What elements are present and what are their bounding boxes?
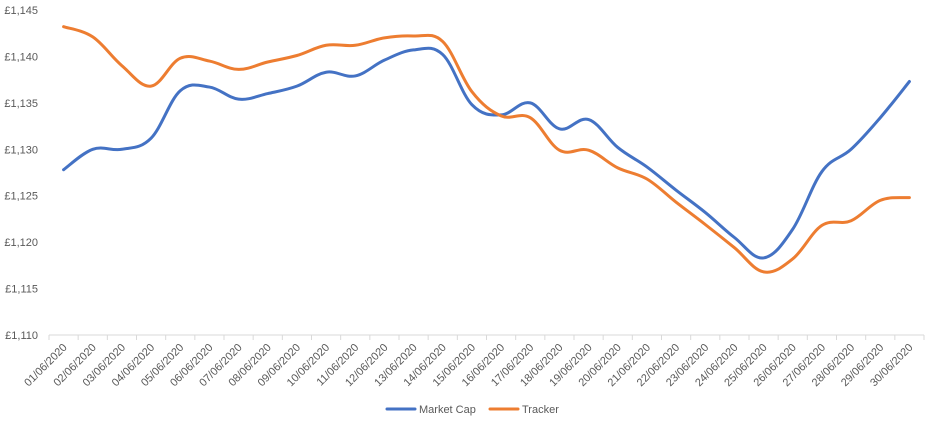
y-tick-label: £1,110 (5, 330, 38, 342)
legend-label: Tracker (522, 404, 559, 416)
x-axis-ticks (48, 335, 925, 340)
y-tick-label: £1,130 (4, 144, 38, 156)
y-tick-label: £1,140 (4, 51, 38, 63)
y-tick-label: £1,125 (4, 191, 38, 203)
y-tick-label: £1,115 (5, 284, 38, 296)
y-tick-label: £1,135 (4, 98, 38, 110)
y-axis-tick-labels: £1,110 £1,115 £1,120 £1,125 £1,130 £1,135 £1,1… (4, 5, 38, 342)
series-line-tracker (62, 25, 911, 274)
series-lines (62, 25, 911, 274)
x-axis-tick-labels: 01/06/202002/06/202003/06/202004/06/2020… (22, 342, 915, 389)
legend: Market Cap Tracker (385, 404, 559, 416)
series-line-market-cap (62, 46, 911, 260)
y-tick-label: £1,145 (4, 5, 38, 17)
y-tick-label: £1,120 (4, 237, 38, 249)
legend-label: Market Cap (419, 404, 476, 416)
